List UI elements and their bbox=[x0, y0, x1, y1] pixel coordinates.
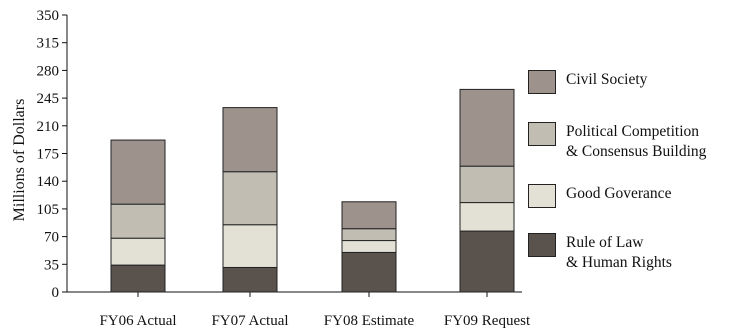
bar-segment bbox=[341, 240, 397, 253]
y-tick-label: 315 bbox=[37, 36, 60, 52]
bar-segment bbox=[341, 251, 397, 293]
legend-item: Civil Society bbox=[528, 70, 647, 94]
bar-segment bbox=[110, 203, 166, 239]
y-tick-label: 140 bbox=[37, 174, 60, 190]
y-tick-label: 70 bbox=[44, 230, 59, 246]
bar-segment bbox=[222, 107, 278, 173]
x-axis: FY06 Actual FY07 Actual FY08 Estimate FY09 … bbox=[67, 291, 531, 329]
legend-swatch bbox=[528, 184, 556, 208]
x-tick-label: FY09 Request bbox=[444, 313, 531, 329]
bar-segment bbox=[459, 202, 515, 232]
y-tick-label: 280 bbox=[37, 63, 60, 79]
legend-item: Good Goverance bbox=[528, 184, 671, 208]
y-axis-label: Millions of Dollars bbox=[11, 99, 28, 222]
legend-label: Good Goverance bbox=[566, 185, 672, 202]
bar-segment bbox=[222, 171, 278, 226]
x-tick-label: FY07 Actual bbox=[211, 313, 288, 329]
y-tick-label: 35 bbox=[44, 257, 59, 273]
bar-segment bbox=[459, 230, 515, 293]
legend-item: Rule of Law & Human Rights bbox=[528, 233, 672, 273]
bar-segment bbox=[459, 165, 515, 204]
legend-swatch bbox=[528, 233, 556, 257]
legend-label: Rule of Law & Human Rights bbox=[566, 234, 672, 271]
bar-segment bbox=[341, 228, 397, 242]
legend-label: Civil Society bbox=[566, 71, 648, 88]
legend-swatch bbox=[528, 122, 556, 146]
x-tick-label: FY06 Actual bbox=[99, 313, 176, 329]
y-tick-label: 175 bbox=[37, 147, 60, 163]
y-tick-label: 245 bbox=[37, 91, 60, 107]
bars bbox=[110, 88, 515, 293]
legend-swatch bbox=[528, 70, 556, 94]
legend-item: Political Competition & Consensus Buildi… bbox=[528, 122, 706, 162]
bar-segment bbox=[222, 224, 278, 268]
y-tick-label: 105 bbox=[37, 202, 60, 218]
bar-segment bbox=[110, 264, 166, 293]
y-axis: 0 35 70 105 140 175 210 245 280 315 350 bbox=[37, 8, 68, 301]
x-tick-label: FY08 Estimate bbox=[324, 313, 415, 329]
bar-segment bbox=[110, 237, 166, 266]
bar-segment bbox=[110, 139, 166, 205]
bar-segment bbox=[222, 266, 278, 293]
y-tick-label: 0 bbox=[52, 285, 60, 301]
y-tick-label: 210 bbox=[37, 119, 60, 135]
bar-segment bbox=[459, 88, 515, 167]
legend-label: Political Competition & Consensus Buildi… bbox=[566, 123, 707, 160]
y-tick-label: 350 bbox=[37, 8, 60, 24]
bar-segment bbox=[341, 201, 397, 230]
